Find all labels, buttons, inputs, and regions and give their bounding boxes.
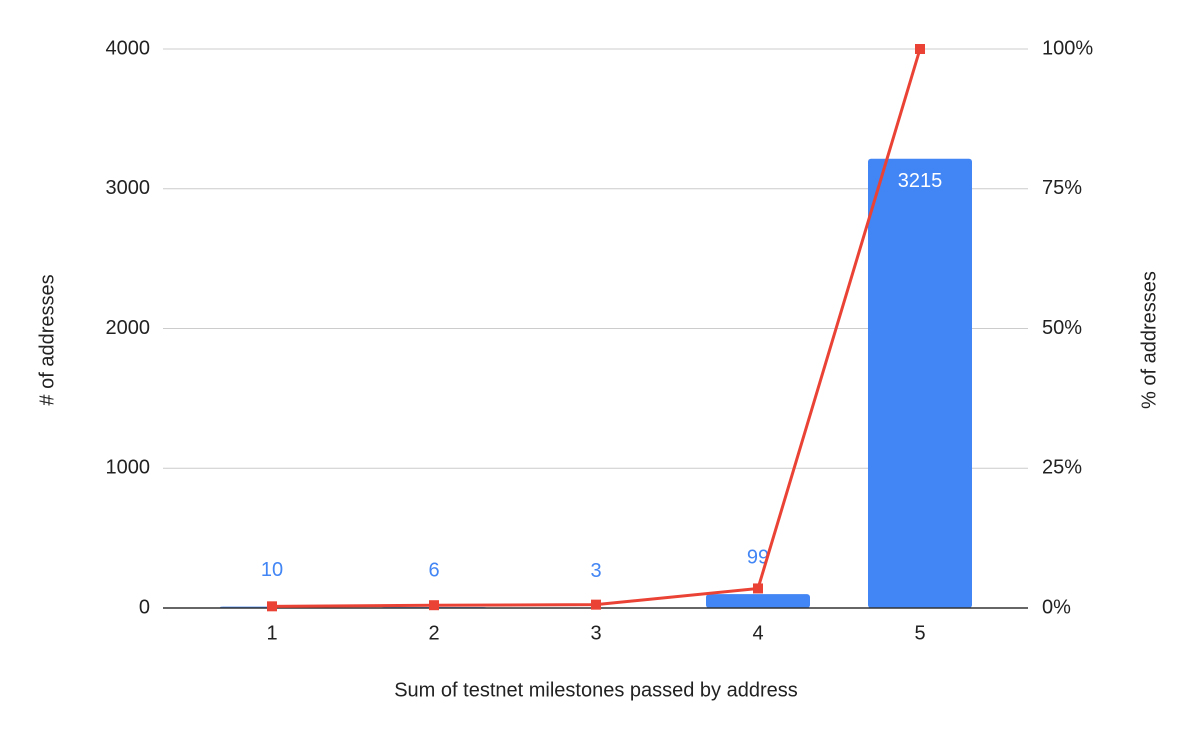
data-label: 3 (590, 560, 601, 582)
y2-tick-label: 50% (1042, 317, 1082, 339)
data-label: 6 (428, 559, 439, 581)
y-axis-title: # of addresses (36, 274, 58, 405)
y-tick-label: 0 (139, 596, 150, 618)
y2-tick-label: 0% (1042, 596, 1071, 618)
x-tick-label: 2 (428, 622, 439, 644)
y-tick-label: 4000 (106, 37, 151, 59)
bar (868, 158, 972, 609)
y2-tick-label: 75% (1042, 177, 1082, 199)
y-tick-label: 3000 (106, 177, 151, 199)
y2-axis-title: % of addresses (1138, 271, 1160, 409)
line-marker (267, 601, 277, 612)
x-tick-label: 5 (914, 622, 925, 644)
y-tick-label: 2000 (106, 317, 151, 339)
x-tick-label: 1 (266, 622, 277, 644)
line-marker (915, 44, 925, 54)
bar (706, 594, 810, 608)
data-label: 3215 (898, 170, 943, 192)
x-tick-label: 4 (752, 622, 763, 644)
line (271, 48, 922, 608)
line-marker (429, 600, 439, 611)
data-label: 99 (747, 546, 769, 568)
data-label: 10 (261, 559, 283, 581)
y2-tick-label: 25% (1042, 457, 1082, 479)
y-tick-label: 1000 (106, 457, 151, 479)
line-marker (753, 583, 763, 594)
y2-tick-label: 100% (1042, 37, 1093, 59)
x-axis-title: Sum of testnet milestones passed by addr… (394, 679, 798, 701)
line-marker (591, 599, 601, 610)
x-tick-label: 3 (590, 622, 601, 644)
